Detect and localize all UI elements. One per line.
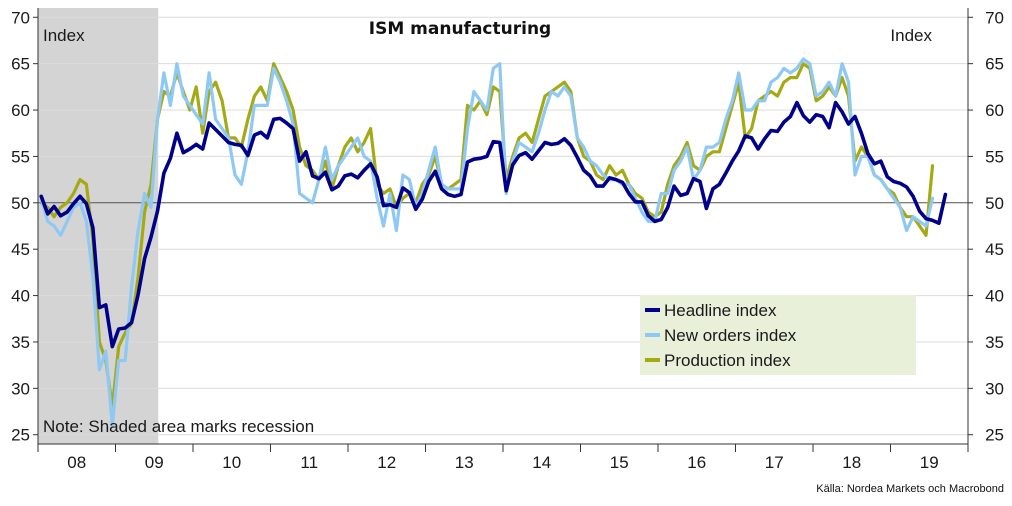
y-tick-label-right: 40 [985, 287, 1004, 306]
y-tick-label-right: 25 [985, 426, 1004, 445]
legend-box [640, 295, 916, 375]
y-tick-label-left: 35 [11, 333, 30, 352]
x-tick-label: 15 [610, 453, 629, 472]
x-tick-label: 08 [67, 453, 86, 472]
legend-label-new-orders: New orders index [664, 326, 797, 345]
legend-label-production: Production index [664, 351, 791, 370]
production-index-line [39, 62, 935, 409]
y-tick-label-left: 40 [11, 287, 30, 306]
x-tick-label: 14 [532, 453, 551, 472]
y-tick-label-right: 50 [985, 194, 1004, 213]
y-tick-label-left: 65 [11, 55, 30, 74]
new-orders-index-line [39, 57, 935, 427]
x-tick-label: 12 [377, 453, 396, 472]
x-tick-label: 11 [300, 453, 318, 472]
x-axis: 08 09 10 11 12 13 14 15 16 17 18 19 [37, 444, 969, 472]
legend: Headline index New orders index Producti… [640, 295, 916, 375]
y-tick-label-left: 45 [11, 240, 30, 259]
y-tick-label-right: 60 [985, 101, 1004, 120]
x-tick-label: 18 [842, 453, 861, 472]
x-tick-label: 09 [145, 453, 164, 472]
y-tick-label-left: 55 [11, 147, 30, 166]
x-tick-label: 19 [920, 453, 939, 472]
x-tick-label: 10 [222, 453, 241, 472]
y-tick-label-left: 30 [11, 379, 30, 398]
x-tick-label: 13 [455, 453, 474, 472]
source-note: Källa: Nordea Markets och Macrobond [816, 483, 1004, 495]
y-tick-label-left: 70 [11, 8, 30, 27]
y-tick-label-right: 70 [985, 8, 1004, 27]
y-axis-right: 25 30 35 40 45 50 55 60 65 70 [968, 8, 1004, 445]
y-axis-left: 25 30 35 40 45 50 55 60 65 70 [11, 8, 38, 445]
y-axis-label-right: Index [890, 26, 932, 45]
chart-title: ISM manufacturing [369, 19, 551, 39]
y-tick-label-left: 50 [11, 194, 30, 213]
y-tick-label-left: 25 [11, 426, 30, 445]
series-lines [39, 57, 948, 427]
y-tick-label-right: 35 [985, 333, 1004, 352]
y-tick-label-right: 30 [985, 379, 1004, 398]
headline-index-line [39, 100, 948, 349]
x-tick-label: 16 [687, 453, 706, 472]
x-tick-label: 17 [765, 453, 784, 472]
y-tick-label-right: 45 [985, 240, 1004, 259]
y-tick-label-right: 65 [985, 55, 1004, 74]
y-tick-label-left: 60 [11, 101, 30, 120]
y-tick-label-right: 55 [985, 147, 1004, 166]
legend-label-headline: Headline index [664, 301, 777, 320]
recession-note: Note: Shaded area marks recession [43, 417, 314, 436]
y-axis-label-left: Index [43, 26, 85, 45]
